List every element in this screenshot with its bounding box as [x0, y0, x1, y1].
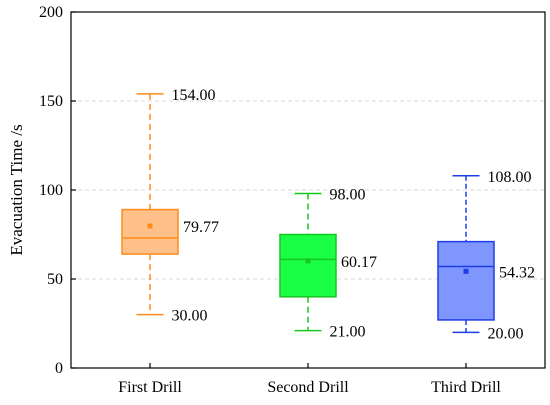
axes: 0 50 100 150 200 First Drill Second Drill Third… — [39, 4, 546, 396]
y-tick-label: 100 — [39, 182, 63, 199]
min-label: 20.00 — [488, 325, 524, 342]
y-axis-title: Evacuation Time /s — [7, 124, 26, 255]
mean-marker — [305, 258, 311, 264]
y-tick-label: 50 — [47, 271, 63, 288]
box-group: 98.00 60.17 21.00 — [279, 187, 377, 341]
max-label: 98.00 — [330, 187, 366, 204]
boxes: 154.00 79.77 30.00 98.00 60.17 21.00 108.00 54.… — [121, 87, 535, 342]
x-tick-label: Third Drill — [431, 379, 501, 396]
max-label: 154.00 — [172, 87, 216, 104]
box-group: 108.00 54.32 20.00 — [437, 169, 535, 342]
min-label: 21.00 — [330, 324, 366, 341]
box-iqr — [279, 233, 337, 298]
mean-label: 79.77 — [183, 219, 219, 236]
box-group: 154.00 79.77 30.00 — [121, 87, 219, 325]
mean-label: 60.17 — [341, 254, 377, 271]
mean-label: 54.32 — [499, 264, 535, 281]
y-tick-label: 150 — [39, 93, 63, 110]
box-iqr — [121, 208, 179, 255]
y-tick-label: 200 — [39, 4, 63, 21]
x-tick-label: First Drill — [118, 379, 182, 396]
mean-marker — [463, 268, 469, 274]
max-label: 108.00 — [488, 169, 532, 186]
x-tick-label: Second Drill — [267, 379, 349, 396]
y-tick-label: 0 — [55, 360, 63, 377]
mean-marker — [147, 223, 153, 229]
box-iqr — [437, 240, 495, 321]
min-label: 30.00 — [172, 308, 208, 325]
